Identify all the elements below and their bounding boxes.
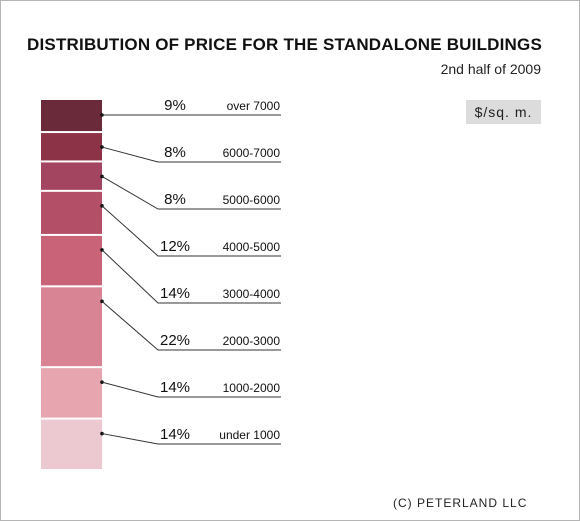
bar-segment-7 <box>41 419 102 469</box>
value-label-4: 14% <box>160 285 190 302</box>
leader-line-1 <box>101 146 281 163</box>
leader-line-7 <box>101 433 281 445</box>
leader-line-5 <box>101 300 281 351</box>
category-label-0: over 7000 <box>227 99 281 113</box>
leader-line-2 <box>101 176 281 210</box>
value-label-5: 22% <box>160 332 190 349</box>
value-label-6: 14% <box>160 379 190 396</box>
bar-segment-2 <box>41 162 102 190</box>
value-label-3: 12% <box>160 238 190 255</box>
bar-segment-6 <box>41 368 102 418</box>
leader-line-6 <box>101 381 281 398</box>
value-label-0: 9% <box>164 97 186 114</box>
category-label-7: under 1000 <box>219 428 280 442</box>
leader-line-3 <box>101 205 281 257</box>
category-label-5: 2000-3000 <box>223 334 281 348</box>
copyright-text: (C) PETERLAND LLC <box>393 496 528 510</box>
category-label-3: 4000-5000 <box>223 240 281 254</box>
value-label-7: 14% <box>160 426 190 443</box>
chart-subtitle: 2nd half of 2009 <box>440 61 541 77</box>
category-label-2: 5000-6000 <box>223 193 281 207</box>
bar-segment-5 <box>41 287 102 367</box>
chart-title: DISTRIBUTION OF PRICE FOR THE STANDALONE… <box>27 35 542 54</box>
bar-segment-3 <box>41 191 102 234</box>
bar-segment-1 <box>41 133 102 161</box>
category-label-1: 6000-7000 <box>223 146 281 160</box>
unit-badge: $/sq. m. <box>466 100 541 124</box>
value-label-2: 8% <box>164 191 186 208</box>
leader-line-4 <box>101 249 281 304</box>
category-label-6: 1000-2000 <box>223 381 281 395</box>
value-label-1: 8% <box>164 144 186 161</box>
category-label-4: 3000-4000 <box>223 287 281 301</box>
bar-segment-0 <box>41 100 102 132</box>
bar-segment-4 <box>41 235 102 286</box>
